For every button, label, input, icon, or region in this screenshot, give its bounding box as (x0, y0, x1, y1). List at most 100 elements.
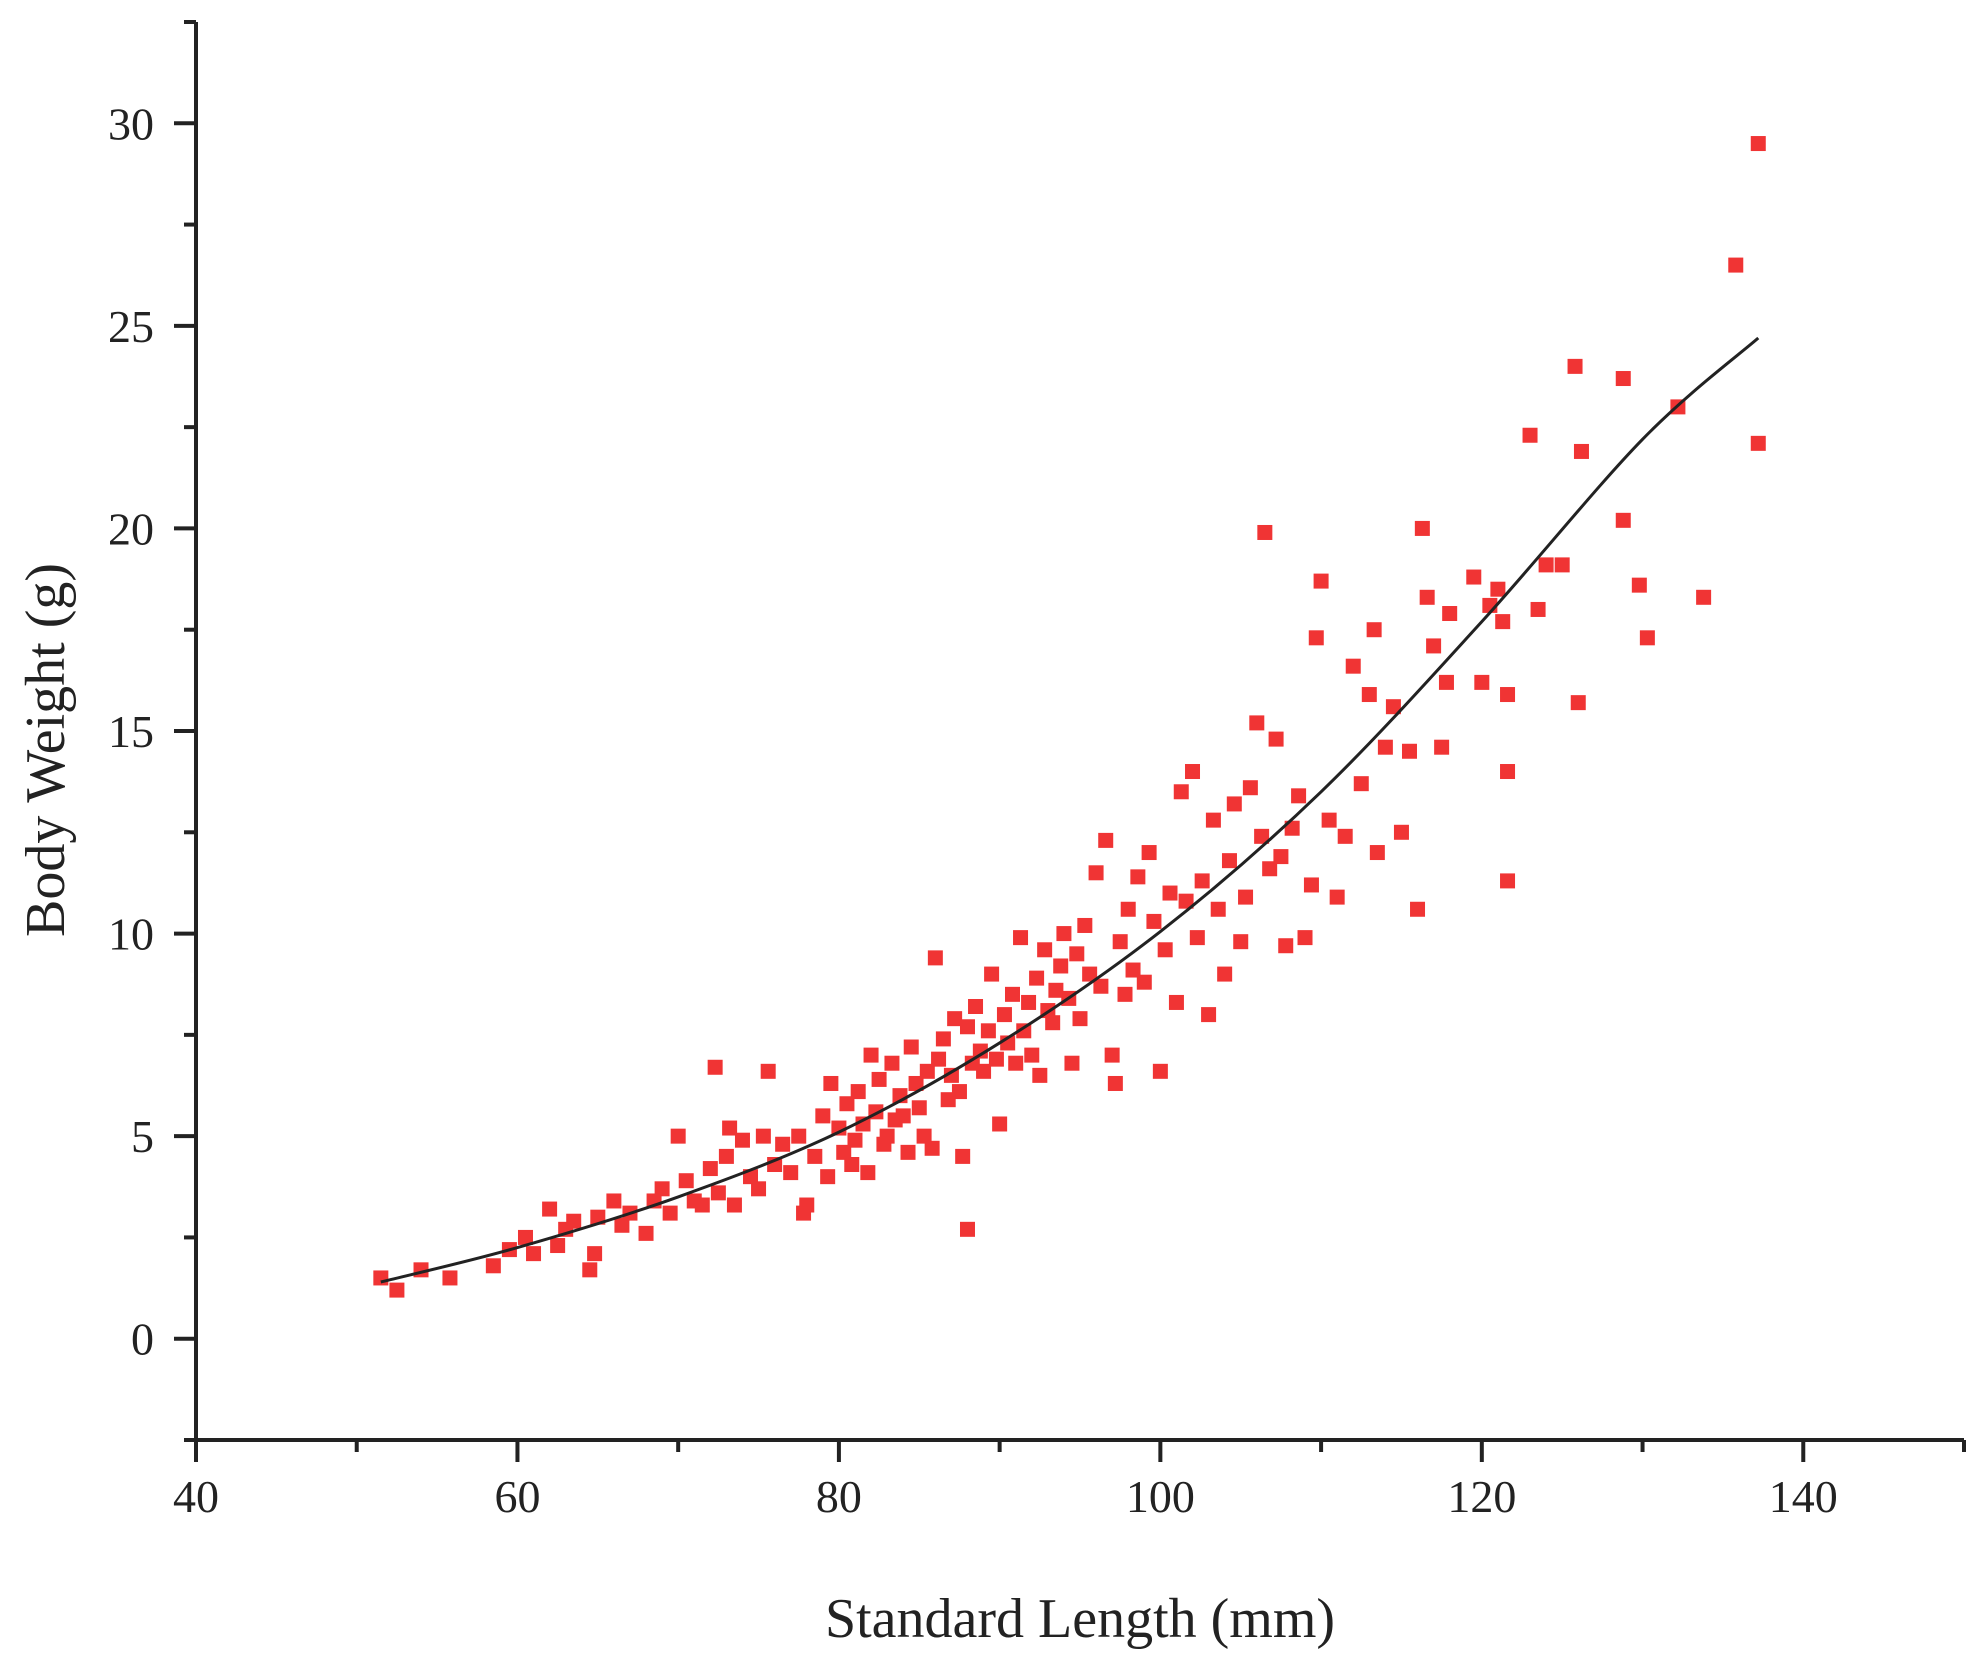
y-tick-label: 5 (131, 1111, 154, 1162)
data-point (1120, 901, 1136, 917)
data-point (1615, 512, 1631, 528)
data-point (951, 1084, 967, 1100)
data-point (1053, 958, 1069, 974)
data-point (1254, 828, 1270, 844)
data-point (1728, 257, 1744, 273)
data-point (1072, 1011, 1088, 1027)
data-point (1262, 861, 1278, 877)
x-tick-label: 100 (1126, 1471, 1195, 1522)
data-point (1021, 994, 1037, 1010)
data-point (1233, 934, 1249, 950)
data-point (1490, 581, 1506, 597)
data-point (1361, 687, 1377, 703)
data-point (1013, 930, 1029, 946)
data-point (1377, 739, 1393, 755)
data-point (1088, 865, 1104, 881)
y-tick-label: 25 (108, 301, 154, 352)
data-point (1004, 986, 1020, 1002)
data-point (1268, 731, 1284, 747)
data-point (799, 1197, 815, 1213)
data-point (1750, 435, 1766, 451)
data-point (1573, 443, 1589, 459)
data-point (1201, 1007, 1217, 1023)
data-point (911, 1100, 927, 1116)
data-point (931, 1051, 947, 1067)
data-point (1152, 1063, 1168, 1079)
data-point (1538, 557, 1554, 573)
data-point (919, 1063, 935, 1079)
data-point (670, 1128, 686, 1144)
data-point (976, 1063, 992, 1079)
data-point (751, 1181, 767, 1197)
data-point (940, 1092, 956, 1108)
x-tick-label: 140 (1769, 1471, 1838, 1522)
data-point (900, 1144, 916, 1160)
data-point (903, 1039, 919, 1055)
data-point (1615, 371, 1631, 387)
y-axis-title: Body Weight (g) (15, 563, 77, 937)
data-point (1353, 776, 1369, 792)
data-point (702, 1161, 718, 1177)
data-point (1069, 946, 1085, 962)
data-point (1210, 901, 1226, 917)
data-point (526, 1246, 542, 1262)
data-point (1242, 780, 1258, 796)
data-point (638, 1225, 654, 1241)
data-point (654, 1181, 670, 1197)
data-point (1077, 917, 1093, 933)
data-point (895, 1108, 911, 1124)
data-point (1750, 136, 1766, 152)
data-point (718, 1148, 734, 1164)
data-point (1278, 938, 1294, 954)
data-point (955, 1148, 971, 1164)
data-point (1696, 589, 1712, 605)
data-point (1125, 962, 1141, 978)
data-points (373, 136, 1766, 1298)
data-point (863, 1047, 879, 1063)
data-point (1205, 812, 1221, 828)
data-point (1303, 877, 1319, 893)
data-point (1442, 606, 1458, 622)
data-point (860, 1165, 876, 1181)
data-point (1029, 970, 1045, 986)
data-point (1410, 901, 1426, 917)
data-point (707, 1059, 723, 1075)
data-point (855, 1116, 871, 1132)
data-point (1414, 520, 1430, 536)
y-tick-label: 15 (108, 706, 154, 757)
data-point (1366, 622, 1382, 638)
x-tick-label: 120 (1447, 1471, 1516, 1522)
data-point (1185, 764, 1201, 780)
data-point (1393, 824, 1409, 840)
data-point (1093, 978, 1109, 994)
data-point (1500, 764, 1516, 780)
data-point (550, 1238, 566, 1254)
data-point (1401, 743, 1417, 759)
x-tick-label: 40 (173, 1471, 219, 1522)
data-point (850, 1084, 866, 1100)
data-point (1098, 832, 1114, 848)
data-point (1329, 889, 1345, 905)
data-point (710, 1185, 726, 1201)
data-point (1345, 658, 1361, 674)
data-point (1217, 966, 1233, 982)
data-point (1297, 930, 1313, 946)
data-point (734, 1132, 750, 1148)
data-point (1024, 1047, 1040, 1063)
data-point (587, 1246, 603, 1262)
data-point (1466, 569, 1482, 585)
data-point (1064, 1055, 1080, 1071)
data-point (542, 1201, 558, 1217)
data-point (1474, 674, 1490, 690)
data-point (1249, 715, 1265, 731)
data-point (1369, 845, 1385, 861)
y-tick-label: 0 (131, 1314, 154, 1365)
data-point (726, 1197, 742, 1213)
data-point (992, 1116, 1008, 1132)
data-point (1639, 630, 1655, 646)
data-point (916, 1128, 932, 1144)
data-point (1045, 1015, 1061, 1031)
data-point (1136, 974, 1152, 990)
data-point (1419, 589, 1435, 605)
